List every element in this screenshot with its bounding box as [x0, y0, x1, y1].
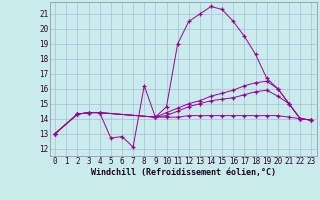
- X-axis label: Windchill (Refroidissement éolien,°C): Windchill (Refroidissement éolien,°C): [91, 168, 276, 177]
